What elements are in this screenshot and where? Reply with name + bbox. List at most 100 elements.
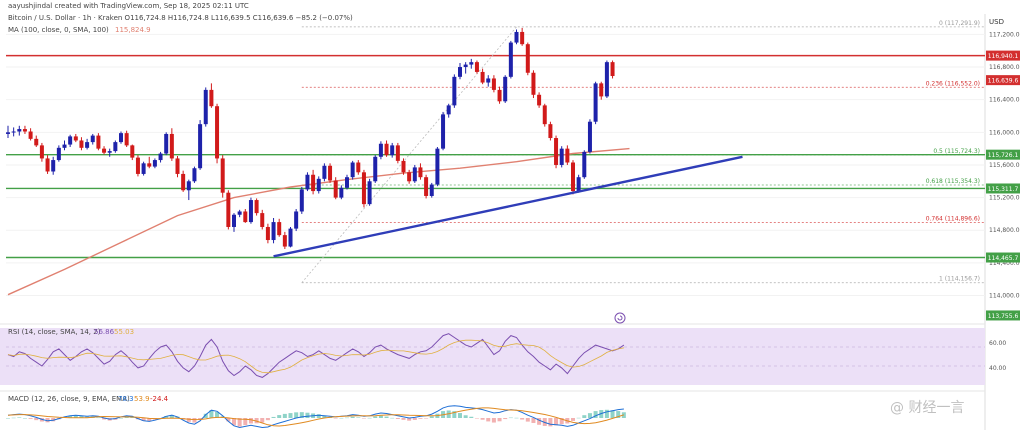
macd-histogram-bar [463,415,468,418]
currency-label: USD [989,18,1004,26]
candle [554,135,559,169]
price-axis[interactable]: 117,200.0 116,800.0 116,400.0 116,000.0 115,… [986,31,1020,321]
candle-body [22,129,27,132]
macd-histogram-bar [237,418,242,427]
macd-histogram-bar [604,409,609,418]
candle [203,87,208,127]
candle [361,169,366,208]
macd-value-1: 78.3 [118,395,134,403]
candle-body [384,143,389,156]
candle [559,146,564,168]
candle-body [576,177,581,192]
macd-histogram-bar [271,416,276,418]
candle-body [463,64,468,68]
candle-body [305,174,310,190]
trendline-layer[interactable] [273,155,743,258]
candle [147,156,152,169]
price-tick-label: 116,400.0 [989,97,1020,104]
candle [356,160,361,175]
macd-histogram-bar [576,417,581,419]
candle [486,75,491,87]
macd-histogram-bar [265,418,270,421]
candle-body [390,145,395,156]
candle-body [203,89,208,125]
candle [520,27,525,46]
candle [311,169,316,195]
candle [491,75,496,93]
candle [316,176,321,194]
candle-body [130,145,135,158]
candle [604,60,609,99]
candle-body [186,181,191,191]
candle [181,170,186,192]
macd-histogram-bar [294,412,299,418]
macd-histogram-bar [610,410,615,418]
macd-value-2: 53.9 [134,395,150,403]
candle-body [62,144,67,148]
price-box-text: 115,726.1 [988,152,1019,159]
candle-body [198,124,203,169]
ascending-trendline[interactable] [273,155,743,258]
candle [237,209,242,218]
candle [220,155,225,198]
candle [96,133,101,151]
candle [102,146,107,155]
fib-level-label: 0.5 (115,724.3) [933,148,980,155]
candle-body [6,132,10,134]
price-level-box: 116,940.1 [986,50,1020,61]
candle [90,133,95,145]
candle [305,172,310,192]
fib-level-label: 0 (117,291.9) [939,20,980,27]
macd-histogram-bar [480,418,485,420]
candle-body [328,165,333,181]
rsi-signal-line [7,339,624,374]
candle-body [333,180,338,198]
candle-body [175,158,180,174]
price-box-text: 113,755.6 [988,313,1019,320]
candle [68,134,73,148]
macd-histogram-bar [537,418,542,425]
candle-body [452,76,457,106]
price-box-bg [986,183,1020,194]
candlesticks [6,27,615,250]
candle-body [85,142,90,148]
macd-histogram-bar [474,418,479,419]
candle [85,138,90,150]
candle [395,142,400,164]
macd-histogram-bar [282,413,287,418]
candle-body [107,151,112,153]
candle-body [265,226,270,241]
candle [463,62,468,74]
macd-histogram-bar [277,415,282,418]
candle [350,160,355,180]
macd-histogram-bar [345,417,349,419]
candle [378,141,383,160]
candle-body [350,162,355,178]
candle [503,75,508,103]
fib-level-label: 0.764 (114,896.6) [926,215,980,222]
candle-body [345,177,349,188]
macd-histogram-bar [68,416,73,418]
candle-body [604,62,609,97]
candle [6,125,10,139]
candle-body [367,181,372,205]
candle [39,142,44,162]
candle-body [169,133,174,159]
macd-histogram-bar [34,418,39,421]
candle [384,140,389,157]
candle [243,209,248,223]
macd-histogram-bar [164,416,169,418]
candle [525,42,530,76]
candle [277,218,282,237]
candle-body [311,174,316,192]
reset-chart-icon[interactable] [614,312,626,324]
candle-body [407,172,412,182]
candle-body [514,31,519,43]
candle-body [537,94,542,106]
price-box-bg [986,310,1020,321]
candle [34,135,39,148]
candle-body [73,136,78,141]
price-tick-label: 114,000.0 [989,293,1020,300]
candle-body [395,145,400,161]
